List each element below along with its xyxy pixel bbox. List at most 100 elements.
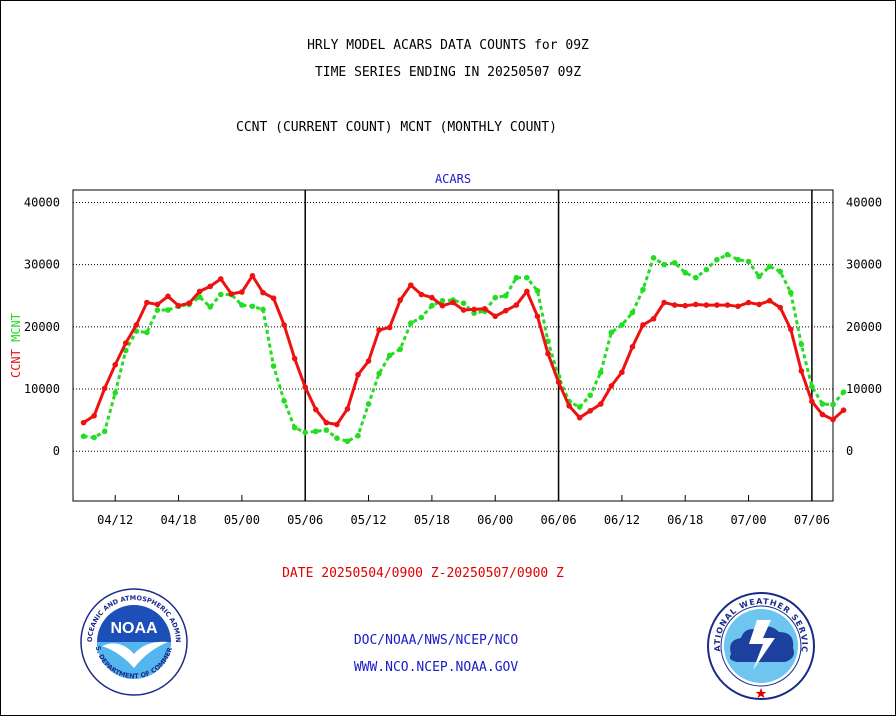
data-point-mcnt xyxy=(756,273,762,280)
data-point-mcnt xyxy=(703,266,710,273)
data-point-ccnt xyxy=(629,343,636,350)
y-tick-label-left: 0 xyxy=(53,444,60,458)
data-point-ccnt xyxy=(281,322,287,328)
data-point-ccnt xyxy=(745,299,752,306)
data-point-ccnt xyxy=(756,301,762,308)
y-tick-label-right: 10000 xyxy=(846,382,882,396)
y-tick-label-right: 30000 xyxy=(846,258,882,272)
data-point-mcnt xyxy=(809,383,815,390)
data-point-mcnt xyxy=(745,258,752,265)
data-point-ccnt xyxy=(566,403,572,409)
data-point-mcnt xyxy=(766,263,773,270)
y-tick-label-left: 20000 xyxy=(24,320,60,334)
data-point-mcnt xyxy=(735,256,741,263)
data-point-mcnt xyxy=(545,338,551,344)
y-tick-label-left: 40000 xyxy=(24,195,60,209)
data-point-mcnt xyxy=(608,329,615,336)
data-point-mcnt xyxy=(196,294,203,300)
data-point-mcnt xyxy=(355,432,361,439)
chart-title-line1: HRLY MODEL ACARS DATA COUNTS for 09Z xyxy=(307,38,589,53)
data-point-ccnt xyxy=(270,295,277,302)
data-point-mcnt xyxy=(80,433,87,440)
data-point-ccnt xyxy=(777,304,784,311)
data-point-ccnt xyxy=(513,302,520,308)
data-point-ccnt xyxy=(735,303,741,310)
x-tick-label: 05/18 xyxy=(414,513,450,527)
data-point-mcnt xyxy=(91,434,97,441)
chart-title-line2: TIME SERIES ENDING IN 20250507 09Z xyxy=(314,65,582,80)
data-point-ccnt xyxy=(555,379,562,385)
data-point-ccnt xyxy=(407,282,414,288)
data-point-ccnt xyxy=(397,297,404,303)
data-point-mcnt xyxy=(165,307,171,313)
data-point-mcnt xyxy=(144,329,150,336)
data-point-mcnt xyxy=(587,392,594,399)
data-point-ccnt xyxy=(619,369,625,376)
data-point-ccnt xyxy=(460,307,467,313)
data-point-ccnt xyxy=(671,302,678,308)
data-point-mcnt xyxy=(629,309,636,316)
x-tick-label: 07/00 xyxy=(730,513,766,527)
data-point-mcnt xyxy=(249,303,256,310)
data-point-ccnt xyxy=(809,398,815,405)
noaa-logo-text: NOAA xyxy=(110,620,158,637)
data-point-mcnt xyxy=(217,291,224,298)
y-tick-label-right: 40000 xyxy=(846,195,882,209)
data-point-ccnt xyxy=(386,324,393,331)
data-point-mcnt xyxy=(798,341,805,348)
x-tick-label: 05/00 xyxy=(224,513,260,527)
data-point-ccnt xyxy=(133,322,140,328)
data-point-mcnt xyxy=(323,427,330,433)
data-point-mcnt xyxy=(619,322,625,328)
plot-area xyxy=(72,189,834,502)
data-point-ccnt xyxy=(249,273,256,279)
data-point-ccnt xyxy=(703,302,710,308)
data-point-mcnt xyxy=(502,292,509,299)
data-point-mcnt xyxy=(334,435,340,441)
x-tick-label: 04/18 xyxy=(160,513,196,527)
credit-doc-noaa: DOC/NOAA/NWS/NCEP/NCO xyxy=(353,633,519,648)
data-point-mcnt xyxy=(714,256,720,263)
data-point-ccnt xyxy=(798,368,805,374)
x-tick-label: 07/06 xyxy=(794,513,830,527)
data-point-ccnt xyxy=(154,301,161,308)
data-point-ccnt xyxy=(323,419,330,426)
x-tick-label: 06/12 xyxy=(604,513,640,527)
data-point-ccnt xyxy=(724,302,731,308)
data-point-ccnt xyxy=(840,407,847,413)
data-point-ccnt xyxy=(101,385,108,392)
data-point-mcnt xyxy=(101,428,108,435)
data-point-ccnt xyxy=(376,327,382,333)
data-point-ccnt xyxy=(165,293,171,300)
data-point-ccnt xyxy=(344,406,351,412)
data-point-mcnt xyxy=(291,424,298,431)
data-point-mcnt xyxy=(576,404,583,410)
data-point-ccnt xyxy=(260,289,266,296)
data-point-ccnt xyxy=(640,322,646,328)
y-tick-label-left: 30000 xyxy=(24,258,60,272)
y-axis-label-mcnt: MCNT xyxy=(9,313,23,342)
data-point-ccnt xyxy=(228,291,235,297)
data-point-ccnt xyxy=(766,297,773,304)
x-tick-label: 05/12 xyxy=(350,513,386,527)
data-point-ccnt xyxy=(186,300,192,307)
data-point-ccnt xyxy=(597,401,604,407)
data-point-ccnt xyxy=(365,358,372,364)
data-point-mcnt xyxy=(534,287,541,294)
data-point-mcnt xyxy=(640,286,646,293)
data-point-ccnt xyxy=(608,383,615,389)
data-point-mcnt xyxy=(281,398,287,404)
data-point-ccnt xyxy=(661,299,667,306)
data-point-ccnt xyxy=(650,315,657,322)
data-point-mcnt xyxy=(344,438,351,445)
data-point-ccnt xyxy=(524,288,530,295)
data-point-mcnt xyxy=(787,289,794,296)
data-point-ccnt xyxy=(291,355,298,362)
data-point-ccnt xyxy=(471,306,477,313)
data-point-mcnt xyxy=(365,401,372,407)
data-point-ccnt xyxy=(429,294,435,301)
data-point-mcnt xyxy=(819,401,826,407)
chart-subtitle: CCNT (CURRENT COUNT) MCNT (MONTHLY COUNT… xyxy=(236,120,557,135)
series-line-mcnt xyxy=(83,253,845,443)
data-point-ccnt xyxy=(439,302,446,309)
